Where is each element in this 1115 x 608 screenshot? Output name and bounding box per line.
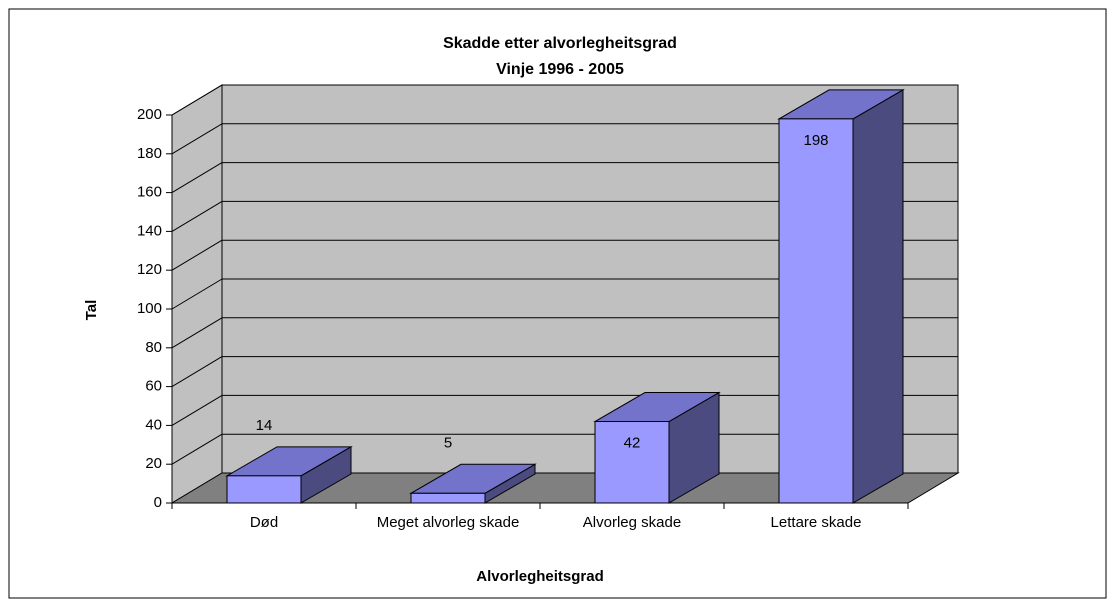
x-axis-label: Alvorlegheitsgrad: [476, 568, 604, 585]
y-tick-label: 160: [137, 184, 162, 201]
x-tick-label: Alvorleg skade: [582, 514, 682, 531]
grid-line: [171, 394, 223, 426]
grid-line: [171, 123, 223, 155]
y-tick-label: 200: [137, 106, 162, 123]
bar: [594, 421, 670, 504]
bar: [410, 492, 486, 504]
grid-line: [171, 278, 223, 310]
grid-line: [171, 317, 223, 349]
data-label: 5: [444, 434, 452, 451]
y-tick-label: 120: [137, 261, 162, 278]
y-axis-label: Tal: [83, 300, 100, 321]
chart-subtitle: Vinje 1996 - 2005: [496, 61, 624, 78]
grid-line: [171, 200, 223, 232]
y-tick-label: 0: [154, 494, 162, 511]
grid-line: [171, 162, 223, 194]
x-tick-label: Lettare skade: [770, 514, 862, 531]
bar-side: [852, 89, 904, 504]
y-tick-label: 100: [137, 300, 162, 317]
grid-line: [171, 433, 223, 465]
y-tick-label: 180: [137, 145, 162, 162]
y-tick-label: 60: [145, 378, 162, 395]
data-label: 14: [256, 417, 273, 434]
y-tick-label: 20: [145, 455, 162, 472]
x-tick-label: Død: [249, 514, 279, 531]
y-tick-label: 40: [145, 416, 162, 433]
data-label: 198: [803, 132, 828, 149]
data-label: 42: [624, 434, 641, 451]
grid-line: [171, 84, 223, 116]
grid-line: [171, 239, 223, 271]
bar: [778, 118, 854, 504]
y-tick-label: 80: [145, 339, 162, 356]
bar: [226, 475, 302, 504]
y-tick-label: 140: [137, 222, 162, 239]
grid-line: [171, 356, 223, 388]
chart-title: Skadde etter alvorlegheitsgrad: [443, 35, 677, 52]
x-tick-label: Meget alvorleg skade: [376, 514, 520, 531]
